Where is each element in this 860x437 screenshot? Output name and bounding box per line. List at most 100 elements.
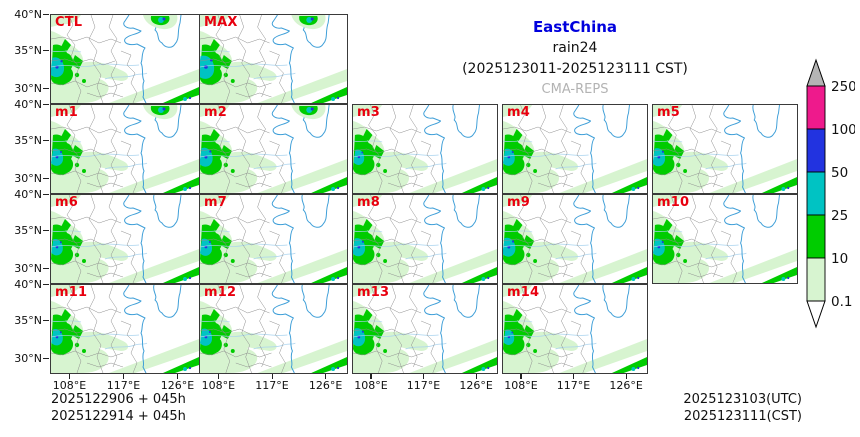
model-name: CMA-REPS [541,82,609,97]
panel-label: m13 [357,285,390,300]
y-tick-label: 30°N [14,262,42,275]
panel-m14: m14 [502,284,648,374]
y-tick [43,283,49,285]
y-tick-label: 35°N [14,314,42,327]
panel-label: MAX [204,15,238,30]
y-tick [43,13,49,15]
panel-m11: m11 [50,284,200,374]
y-tick-label: 35°N [14,134,42,147]
panel-ctl: CTL [50,14,200,104]
colorbar-segment [806,85,826,130]
x-tick [625,374,627,379]
panel-m13: m13 [352,284,498,374]
panel-label: m9 [507,195,530,210]
init-time-utc: 2025122906 + 045h [51,392,186,407]
y-tick [43,103,49,105]
colorbar-segment [806,257,826,302]
colorbar-over-arrow [806,58,826,87]
panel-m5: m5 [652,104,798,194]
colorbar-tick-label: 0.1 [831,294,852,310]
panel-m9: m9 [502,194,648,284]
colorbar-tick-label: 10 [831,251,848,267]
x-tick [573,374,575,379]
panel-label: m2 [204,105,227,120]
colorbar-tick-label: 100 [831,122,855,138]
panel-m7: m7 [199,194,348,284]
panel-label: m14 [507,285,540,300]
panel-m3: m3 [352,104,498,194]
x-tick-label: 126°E [459,379,493,392]
valid-times: 2025123103(UTC) 2025123111(CST) [602,392,802,425]
x-tick-label: 126°E [160,379,195,392]
y-tick [43,319,49,321]
colorbar-segment [806,171,826,216]
x-tick [423,374,425,379]
panel-label: m10 [657,195,690,210]
y-tick-label: 35°N [14,224,42,237]
y-tick [43,193,49,195]
y-tick-label: 30°N [14,82,42,95]
x-tick [271,374,273,379]
panel-label: m11 [55,285,88,300]
panel-m1: m1 [50,104,200,194]
y-tick [43,87,49,89]
panel-m8: m8 [352,194,498,284]
x-tick-label: 126°E [308,379,343,392]
panel-label: CTL [55,15,83,30]
colorbar-tick-label: 250 [831,79,855,95]
y-tick [43,49,49,51]
x-tick [325,374,327,379]
x-tick [520,374,522,379]
valid-period-title: (2025123011-2025123111 CST) [462,61,688,77]
colorbar-tick-label: 25 [831,208,848,224]
panel-m2: m2 [199,104,348,194]
x-tick-label: 117°E [556,379,591,392]
y-tick-label: 40°N [14,98,42,111]
x-tick-label: 108°E [504,379,538,392]
panel-max: MAX [199,14,348,104]
panel-label: m6 [55,195,78,210]
variable-title: rain24 [552,40,598,56]
y-tick-label: 30°N [14,172,42,185]
panel-label: m1 [55,105,78,120]
region-title: EastChina [532,18,618,36]
y-tick [43,267,49,269]
panel-label: m8 [357,195,380,210]
x-tick-label: 117°E [406,379,441,392]
x-tick [123,374,125,379]
x-tick [69,374,71,379]
x-tick-label: 126°E [609,379,643,392]
x-tick [177,374,179,379]
panel-m12: m12 [199,284,348,374]
y-tick-label: 40°N [14,278,42,291]
y-tick-label: 40°N [14,8,42,21]
y-tick-label: 35°N [14,44,42,57]
panel-label: m4 [507,105,530,120]
x-tick [370,374,372,379]
colorbar-segment [806,214,826,259]
y-tick [43,357,49,359]
panel-m4: m4 [502,104,648,194]
init-time-cst: 2025122914 + 045h [51,408,186,424]
panel-label: m7 [204,195,227,210]
colorbar-tick-label: 50 [831,165,848,181]
panel-label: m5 [657,105,680,120]
init-times: 2025122906 + 045h 2025122914 + 045h [51,392,186,425]
colorbar-segment [806,128,826,173]
x-tick-label: 117°E [255,379,289,392]
colorbar-under-arrow [806,300,826,329]
x-tick-label: 108°E [354,379,388,392]
panel-label: m12 [204,285,237,300]
panel-label: m3 [357,105,380,120]
valid-time-utc: 2025123103(UTC) [683,392,802,407]
valid-time-cst: 2025123111(CST) [683,408,802,424]
panel-m10: m10 [652,194,798,284]
colorbar: 250 100 50 25 10 0.1 [806,58,855,329]
x-tick-label: 117°E [106,379,141,392]
x-tick-label: 108°E [52,379,87,392]
y-tick-label: 40°N [14,188,42,201]
y-tick [43,139,49,141]
y-tick-label: 30°N [14,352,42,365]
y-tick [43,229,49,231]
